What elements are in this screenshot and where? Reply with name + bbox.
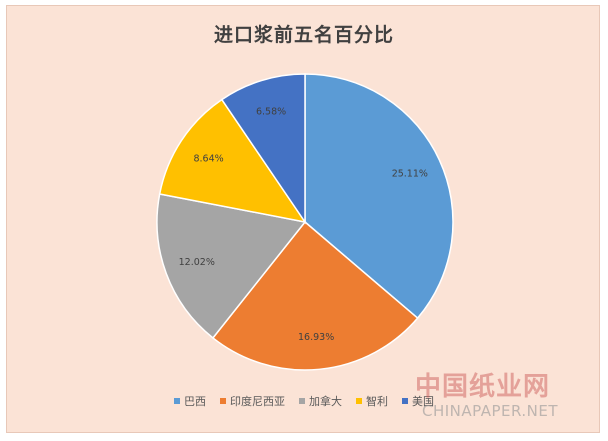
legend-swatch <box>402 398 408 404</box>
legend-item-canada: 加拿大 <box>299 393 342 409</box>
pie-slice-2 <box>156 193 307 339</box>
watermark-url: CHINAPAPER.NET <box>422 402 559 420</box>
legend-swatch <box>356 398 362 404</box>
legend-item-chile: 智利 <box>356 393 388 409</box>
legend-item-brazil: 巴西 <box>174 393 206 409</box>
legend-label: 美国 <box>412 395 434 408</box>
legend-swatch <box>174 398 180 404</box>
pie-slice-4 <box>220 73 306 225</box>
legend-label: 加拿大 <box>309 395 342 408</box>
slice-label-4: 6.58% <box>256 107 286 118</box>
pie-slice-3 <box>158 98 307 224</box>
legend-label: 印度尼西亚 <box>230 395 285 408</box>
legend-label: 智利 <box>366 395 388 408</box>
chart-title: 进口浆前五名百分比 <box>213 24 394 46</box>
legend-swatch <box>299 398 305 404</box>
slice-label-0: 25.11% <box>392 169 428 180</box>
slice-label-3: 8.64% <box>193 154 223 165</box>
legend-swatch <box>220 398 226 404</box>
slice-label-2: 12.02% <box>179 257 215 268</box>
legend-label: 巴西 <box>184 395 206 408</box>
legend: 巴西 印度尼西亚 加拿大 智利 美国 <box>0 393 608 409</box>
slice-label-1: 16.93% <box>298 332 334 343</box>
legend-item-indonesia: 印度尼西亚 <box>220 393 285 409</box>
pie-slice-1 <box>211 220 419 371</box>
watermark-logo: 中国纸业网 <box>415 372 551 402</box>
pie-slice-0 <box>304 73 454 320</box>
legend-item-usa: 美国 <box>402 393 434 409</box>
